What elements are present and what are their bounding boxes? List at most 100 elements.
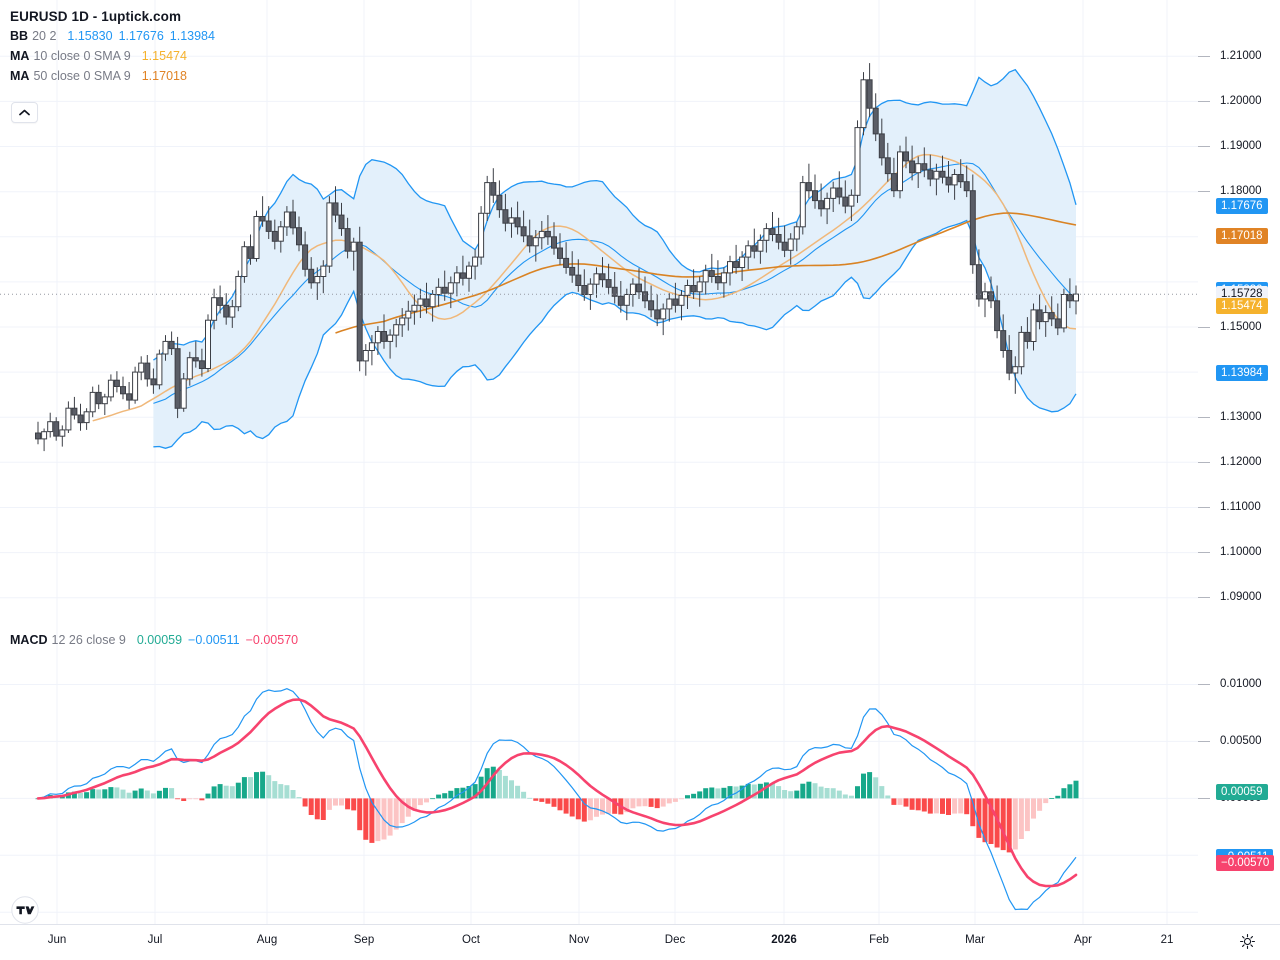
time-scale[interactable]: Jun Jul Aug Sep Oct Nov Dec 2026 Feb Mar Apr 21: [0, 924, 1280, 960]
macd-histogram-bar: [1037, 798, 1043, 811]
price-badge-bb-upper[interactable]: 1.17676: [1216, 198, 1268, 215]
candlestick: [818, 200, 825, 210]
macd-badge-macd-line[interactable]: −0.00570: [1216, 855, 1275, 872]
price-axis-tickmark: [1198, 597, 1210, 599]
price-axis-tickmark: [1198, 191, 1210, 193]
indicator-values-bb: 1.15830 1.17676 1.13984: [67, 29, 215, 43]
candlestick: [733, 261, 740, 269]
price-badge-ma10[interactable]: 1.15474: [1216, 297, 1268, 314]
price-badge-bb-lower[interactable]: 1.13984: [1216, 364, 1268, 381]
candlestick: [162, 340, 169, 355]
macd-histogram-bar: [569, 798, 575, 817]
macd-histogram-bar: [217, 784, 223, 799]
tradingview-logo[interactable]: [11, 896, 39, 929]
time-axis-tick: Apr: [1074, 934, 1092, 946]
macd-histogram-bar: [175, 798, 181, 800]
candlestick: [587, 283, 594, 296]
macd-histogram-bar: [715, 788, 721, 799]
candlestick: [714, 276, 721, 284]
candlestick: [842, 196, 849, 207]
macd-axis-tickmark: [1198, 740, 1210, 742]
legend-row-macd[interactable]: MACD 12 26 close 9 0.00059 −0.00511 −0.0…: [10, 630, 298, 650]
macd-histogram-bar: [478, 776, 484, 799]
macd-histogram-bar: [375, 798, 381, 842]
time-axis-tick: Dec: [664, 934, 686, 946]
candlestick: [411, 304, 418, 312]
candlestick: [654, 309, 661, 320]
macd-histogram-bar: [745, 783, 751, 799]
macd-histogram-bar: [502, 775, 508, 799]
candlestick: [1018, 331, 1025, 368]
time-axis-tick: Jun: [47, 934, 67, 946]
candlestick: [860, 79, 867, 129]
candlestick: [277, 226, 284, 242]
price-badge-ma50[interactable]: 1.17018: [1216, 227, 1268, 244]
macd-histogram-bar: [885, 795, 891, 799]
candlestick: [217, 297, 224, 306]
candlestick: [296, 227, 302, 246]
candlestick: [247, 246, 254, 259]
candlestick: [1042, 312, 1049, 323]
macd-histogram-bar: [290, 790, 296, 799]
indicator-params-bb: 20 2: [32, 29, 57, 43]
price-scale[interactable]: 1.21000 1.20000 1.19000 1.18000 1.15000 1.130…: [1198, 0, 1280, 925]
macd-histogram-bar: [527, 797, 533, 799]
macd-histogram-bar: [575, 798, 581, 820]
macd-histogram-bar: [333, 798, 338, 806]
candlestick: [915, 163, 922, 174]
symbol-title-row[interactable]: EURUSD 1D - 1uptick.com: [10, 6, 215, 26]
macd-histogram-bar: [71, 791, 77, 799]
macd-line-value: −0.00570: [245, 633, 299, 647]
candlestick: [563, 257, 570, 268]
price-axis-tick: 1.21000: [1220, 49, 1262, 62]
candlestick: [253, 216, 260, 259]
macd-histogram-bar: [581, 798, 587, 822]
candlestick: [763, 228, 770, 241]
macd-histogram-bar: [921, 798, 927, 812]
price-axis-tickmark: [1198, 552, 1210, 554]
price-axis-tickmark: [1198, 55, 1210, 57]
macd-histogram-bar: [448, 790, 454, 799]
candlestick: [302, 244, 309, 270]
candlestick: [441, 286, 448, 294]
macd-histogram-bar: [138, 788, 144, 799]
chart-settings-button[interactable]: [1239, 933, 1256, 955]
candlestick: [53, 421, 60, 437]
candlestick: [192, 357, 199, 362]
candlestick: [156, 353, 163, 386]
candlestick: [599, 273, 606, 281]
macd-histogram-bar: [120, 789, 126, 799]
macd-histogram-bar: [836, 790, 842, 799]
candlestick: [508, 217, 515, 224]
macd-histogram-bar: [284, 785, 290, 799]
candlestick: [393, 324, 400, 336]
candlestick: [909, 160, 916, 174]
macd-histogram-bar: [393, 798, 399, 830]
candlestick: [520, 226, 527, 237]
candlestick: [356, 241, 363, 362]
macd-histogram-bar: [824, 788, 830, 799]
macd-histogram-bar: [539, 798, 545, 802]
macd-histogram-bar: [132, 790, 138, 799]
price-axis-tick: 1.13000: [1220, 410, 1262, 423]
candlestick: [95, 391, 102, 405]
macd-badge-macd-hist[interactable]: 0.00059: [1216, 783, 1268, 800]
legend-row-ma10[interactable]: MA 10 close 0 SMA 9 1.15474: [10, 46, 215, 66]
candlestick: [126, 393, 133, 401]
macd-histogram-bar: [302, 798, 308, 807]
time-axis-tick: 2026: [771, 934, 797, 946]
legend-row-bb[interactable]: BB 20 2 1.15830 1.17676 1.13984: [10, 26, 215, 46]
candlestick: [775, 234, 782, 243]
macd-legend: MACD 12 26 close 9 0.00059 −0.00511 −0.0…: [10, 630, 298, 650]
legend-row-ma50[interactable]: MA 50 close 0 SMA 9 1.17018: [10, 66, 215, 86]
macd-histogram-bar: [703, 788, 709, 799]
macd-histogram-bar: [260, 771, 266, 799]
candlestick: [593, 273, 600, 285]
macd-histogram-bar: [818, 786, 824, 799]
collapse-legend-button[interactable]: [11, 102, 38, 123]
candlestick: [186, 357, 193, 380]
candlestick: [617, 295, 624, 306]
macd-histogram-bar: [496, 770, 502, 799]
macd-histogram-bar: [612, 798, 618, 814]
